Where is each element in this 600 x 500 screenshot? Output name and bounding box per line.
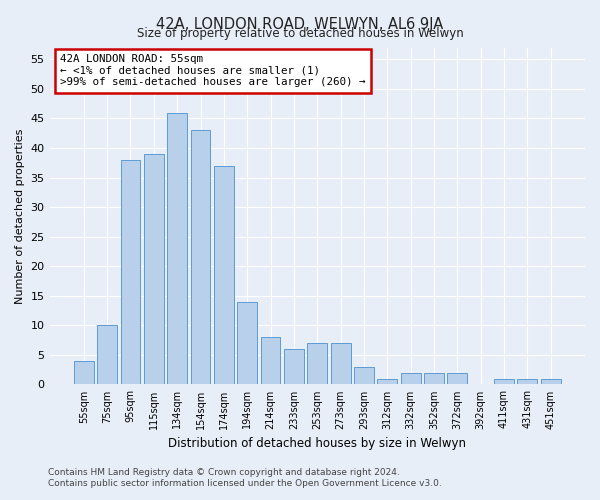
Bar bbox=[74, 361, 94, 384]
Bar bbox=[517, 378, 538, 384]
Text: Size of property relative to detached houses in Welwyn: Size of property relative to detached ho… bbox=[137, 28, 463, 40]
Bar bbox=[260, 337, 280, 384]
Bar bbox=[167, 112, 187, 384]
Bar bbox=[424, 372, 444, 384]
Bar bbox=[448, 372, 467, 384]
Bar bbox=[121, 160, 140, 384]
Text: 42A, LONDON ROAD, WELWYN, AL6 9JA: 42A, LONDON ROAD, WELWYN, AL6 9JA bbox=[157, 18, 443, 32]
Bar bbox=[284, 349, 304, 384]
Bar bbox=[401, 372, 421, 384]
Bar bbox=[238, 302, 257, 384]
Bar bbox=[97, 326, 117, 384]
Bar bbox=[377, 378, 397, 384]
Text: 42A LONDON ROAD: 55sqm
← <1% of detached houses are smaller (1)
>99% of semi-det: 42A LONDON ROAD: 55sqm ← <1% of detached… bbox=[60, 54, 366, 88]
X-axis label: Distribution of detached houses by size in Welwyn: Distribution of detached houses by size … bbox=[168, 437, 466, 450]
Bar bbox=[354, 366, 374, 384]
Bar bbox=[307, 343, 327, 384]
Bar bbox=[191, 130, 211, 384]
Bar bbox=[331, 343, 350, 384]
Bar bbox=[494, 378, 514, 384]
Y-axis label: Number of detached properties: Number of detached properties bbox=[15, 128, 25, 304]
Bar bbox=[144, 154, 164, 384]
Text: Contains HM Land Registry data © Crown copyright and database right 2024.
Contai: Contains HM Land Registry data © Crown c… bbox=[48, 468, 442, 487]
Bar bbox=[541, 378, 560, 384]
Bar bbox=[214, 166, 234, 384]
